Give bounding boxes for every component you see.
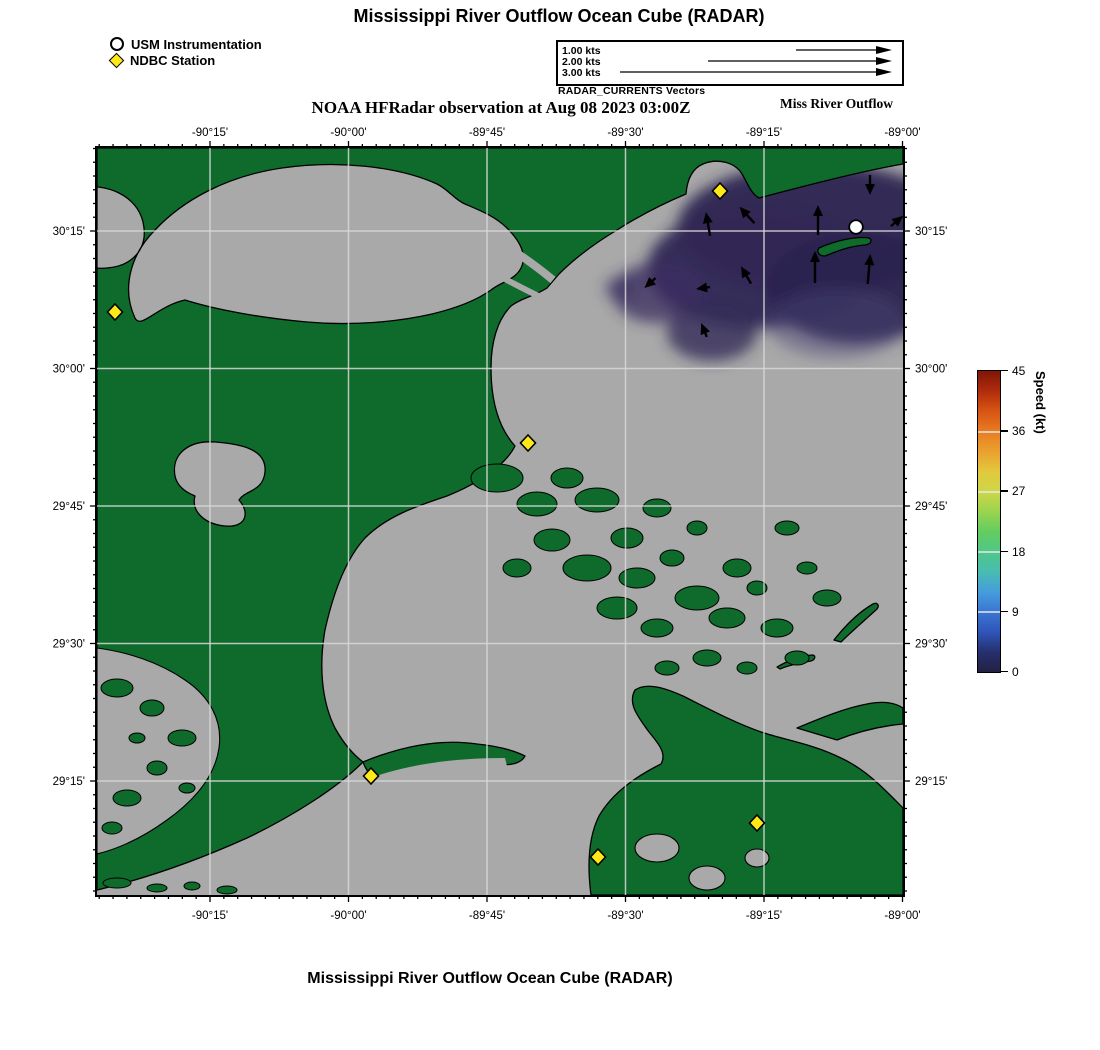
colorbar-tick-label: 45 xyxy=(1012,364,1026,378)
current-vector xyxy=(810,251,820,283)
y-axis-tick-label-right: 30°15' xyxy=(915,226,947,238)
usm-legend-label: USM Instrumentation xyxy=(131,36,262,52)
colorbar-tick-label: 36 xyxy=(1012,424,1026,439)
scale-arrow-head xyxy=(876,46,892,54)
x-axis-tick-label-bottom: -90°00' xyxy=(330,910,366,922)
current-vector xyxy=(700,323,710,338)
station-legend: USM Instrumentation NDBC Station xyxy=(108,36,262,68)
x-axis-tick-label-top: -89°15' xyxy=(746,127,782,139)
x-axis-tick-label-top: -89°30' xyxy=(607,127,643,139)
current-vector xyxy=(864,254,875,285)
y-axis-tick-label-right: 30°00' xyxy=(915,364,947,376)
x-axis-tick-label-bottom: -90°15' xyxy=(192,910,228,922)
current-vector xyxy=(865,175,875,195)
usm-circle-icon xyxy=(110,37,124,51)
delta-inlet xyxy=(688,865,726,891)
current-vector xyxy=(644,276,657,289)
x-axis-tick-label-top: -89°00' xyxy=(884,127,920,139)
colorbar-tick xyxy=(1001,550,1008,552)
ndbc-station-marker xyxy=(748,813,766,833)
x-axis-tick-label-top: -90°00' xyxy=(330,127,366,139)
legend-row-ndbc: NDBC Station xyxy=(108,52,262,68)
colorbar-tick xyxy=(1001,610,1008,613)
x-axis-tick-label-bottom: -89°30' xyxy=(607,910,643,922)
y-axis-tick-label-right: 29°15' xyxy=(915,776,947,788)
ndbc-station-marker xyxy=(106,302,124,322)
colorbar-tick-label: 9 xyxy=(1012,604,1019,619)
delta-inlet xyxy=(744,848,770,868)
y-axis-tick-label-right: 29°45' xyxy=(915,501,947,513)
observation-subtitle: NOAA HFRadar observation at Aug 08 2023 … xyxy=(311,98,691,117)
mainland-landmass xyxy=(97,148,903,891)
marsh-islands xyxy=(100,463,842,895)
ndbc-station-marker xyxy=(589,847,607,867)
ndbc-legend-label: NDBC Station xyxy=(130,52,216,68)
map-plot xyxy=(97,148,903,895)
x-axis-tick-label-top: -89°45' xyxy=(469,127,505,139)
current-vector xyxy=(702,212,713,237)
current-vector xyxy=(739,206,756,224)
graticule-gridlines xyxy=(97,148,903,895)
map-panel xyxy=(95,146,905,897)
cat-island xyxy=(817,236,872,257)
ndbc-station-marker xyxy=(519,433,537,453)
current-vector xyxy=(813,205,823,235)
ndbc-diamond-icon xyxy=(108,52,125,68)
current-vector xyxy=(696,282,711,293)
region-note: Miss River Outflow xyxy=(780,96,893,111)
colorbar-tick xyxy=(1001,430,1008,432)
delta-spit xyxy=(796,701,903,741)
top-title: Mississippi River Outflow Ocean Cube (RA… xyxy=(353,6,765,26)
ndbc-station-marker xyxy=(711,181,729,201)
vector-scale-caption: RADAR_CURRENTS Vectors xyxy=(558,85,706,97)
spit-lagoon xyxy=(355,758,507,790)
colorbar-axis-label: Speed (kt) xyxy=(1033,371,1048,434)
colorbar-tick xyxy=(1001,370,1008,372)
chandeleur-island-north xyxy=(833,602,879,643)
y-axis-tick-label-left: 30°00' xyxy=(53,364,85,376)
current-vector xyxy=(890,215,903,228)
speed-colorbar xyxy=(977,370,1001,673)
vector-scale-box: 1.00 kts 2.00 kts 3.00 kts xyxy=(556,40,904,86)
colorbar-tick-label: 18 xyxy=(1012,544,1026,559)
current-vector-arrows xyxy=(644,175,903,338)
y-axis-tick-label-left: 29°30' xyxy=(53,639,85,651)
y-axis-tick-label-right: 29°30' xyxy=(915,639,947,651)
y-axis-tick-label-left: 29°15' xyxy=(53,776,85,788)
colorbar-tick-label: 0 xyxy=(1012,665,1019,679)
current-vector xyxy=(741,266,753,285)
usm-station-marker xyxy=(848,219,864,235)
scale-row-label: 3.00 kts xyxy=(562,67,601,79)
legend-row-usm: USM Instrumentation xyxy=(110,36,262,52)
bottom-title: Mississippi River Outflow Ocean Cube (RA… xyxy=(307,970,673,987)
colorbar-tick xyxy=(1001,490,1008,492)
x-axis-tick-label-bottom: -89°15' xyxy=(746,910,782,922)
scale-arrow-head xyxy=(876,57,892,65)
delta-inlet xyxy=(634,833,680,863)
colorbar-tick xyxy=(1001,671,1008,673)
y-axis-tick-label-left: 30°15' xyxy=(53,226,85,238)
radar-current-patch xyxy=(604,163,903,361)
scale-row-label: 2.00 kts xyxy=(562,56,601,68)
scale-arrow-head xyxy=(876,68,892,76)
station-markers xyxy=(106,181,864,867)
x-axis-tick-label-top: -90°15' xyxy=(192,127,228,139)
x-axis-tick-label-bottom: -89°45' xyxy=(469,910,505,922)
rigolets-channels xyxy=(493,244,556,303)
scale-row-label: 1.00 kts xyxy=(562,45,601,57)
colorbar-gradient xyxy=(978,371,1000,672)
x-axis-tick-label-bottom: -89°00' xyxy=(884,910,920,922)
colorbar-tick-label: 27 xyxy=(1012,484,1026,499)
y-axis-tick-label-left: 29°45' xyxy=(53,501,85,513)
ndbc-station-marker xyxy=(362,766,380,786)
